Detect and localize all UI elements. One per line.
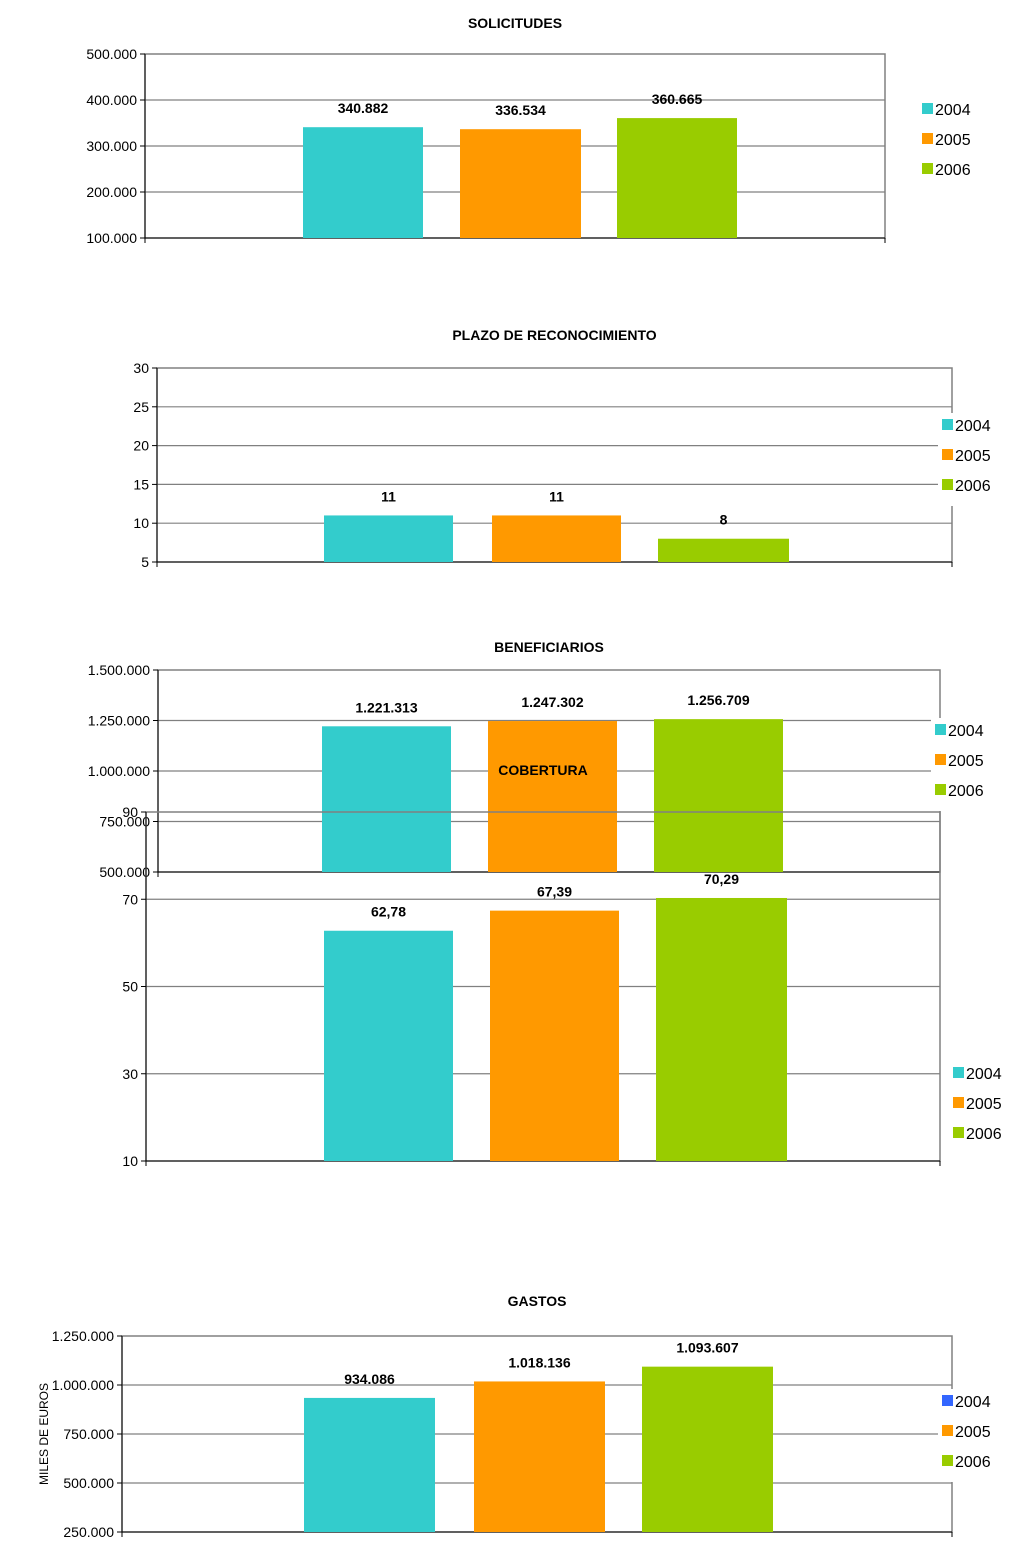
data-label-2004: 1.221.313 [355,699,417,715]
legend-swatch-2006 [942,479,953,490]
y-tick-label: 100.000 [86,230,137,246]
bar-2006 [642,1366,773,1532]
bar-2005 [490,910,619,1161]
y-tick-label: 250.000 [63,1524,114,1540]
y-tick-label: 300.000 [86,138,137,154]
data-label-2006: 360.665 [652,91,703,107]
legend-swatch-2006 [922,163,933,174]
data-label-2006: 1.093.607 [676,1340,738,1356]
legend-label-2006: 2006 [955,1454,991,1471]
bar-2004 [303,127,423,238]
bar-2006 [654,719,783,872]
legend-label-2005: 2005 [966,1096,1002,1113]
data-label-2006: 8 [720,512,728,528]
data-label-2004: 340.882 [338,100,389,116]
y-tick-label: 1.000.000 [88,763,150,779]
y-tick-label: 1.500.000 [88,662,150,678]
data-label-2004: 11 [381,488,396,504]
bar-2005 [460,129,581,238]
legend-label-2005: 2005 [948,753,984,770]
data-label-2006: 70,29 [704,871,739,887]
y-tick-label: 750.000 [99,814,150,830]
data-label-2005: 67,39 [537,884,572,900]
y-tick-label: 5 [141,554,149,570]
data-label-2004: 934.086 [344,1371,395,1387]
legend-swatch-2005 [942,449,953,460]
y-tick-label: 15 [133,476,149,492]
y-tick-label: 750.000 [63,1426,114,1442]
legend-label-2005: 2005 [955,1424,991,1441]
bar-2004 [324,515,453,562]
legend-label-2004: 2004 [948,723,984,740]
bar-2004 [304,1397,435,1532]
y-tick-label: 200.000 [86,184,137,200]
data-label-2005: 1.247.302 [521,694,583,710]
chart-title: BENEFICIARIOS [494,639,604,655]
y-tick-label: 30 [122,1066,138,1082]
legend-swatch-2004 [922,103,933,114]
legend-swatch-2004 [942,1395,953,1406]
data-label-2004: 62,78 [371,904,406,920]
legend-label-2004: 2004 [955,1394,991,1411]
legend-label-2006: 2006 [966,1126,1002,1143]
chart-title: PLAZO DE RECONOCIMIENTO [452,327,656,343]
legend-label-2004: 2004 [955,418,991,435]
data-label-2006: 1.256.709 [687,692,749,708]
y-tick-label: 500.000 [99,864,150,880]
y-tick-label: 500.000 [63,1475,114,1491]
legend-label-2004: 2004 [966,1066,1002,1083]
y-tick-label: 30 [133,360,149,376]
bar-2006 [617,118,737,238]
legend-swatch-2005 [935,754,946,765]
legend-label-2004: 2004 [935,102,971,119]
y-tick-label: 50 [122,979,138,995]
data-label-2005: 336.534 [495,102,546,118]
bar-2006 [658,538,789,562]
y-tick-label: 1.000.000 [52,1377,114,1393]
legend-swatch-2005 [953,1097,964,1108]
y-tick-label: 70 [122,891,138,907]
bar-2004 [322,726,451,872]
legend-swatch-2006 [953,1127,964,1138]
legend-swatch-2006 [935,784,946,795]
chart-title: COBERTURA [498,762,587,778]
bar-2005 [492,515,621,562]
legend-swatch-2004 [942,419,953,430]
legend-label-2005: 2005 [935,132,971,149]
y-tick-label: 90 [122,804,138,820]
y-tick-label: 1.250.000 [88,713,150,729]
data-label-2005: 11 [549,488,564,504]
y-tick-label: 20 [133,438,149,454]
bar-2005 [488,721,617,872]
legend-label-2005: 2005 [955,448,991,465]
legend-label-2006: 2006 [948,783,984,800]
legend-swatch-2006 [942,1455,953,1466]
y-tick-label: 500.000 [86,46,137,62]
legend-swatch-2005 [922,133,933,144]
y-axis-title: MILES DE EUROS [37,1383,51,1485]
bar-2004 [324,930,453,1161]
legend-label-2006: 2006 [955,478,991,495]
y-tick-label: 10 [122,1153,138,1169]
chart-title: GASTOS [508,1293,567,1309]
legend-label-2006: 2006 [935,162,971,179]
bar-2005 [474,1381,605,1532]
y-tick-label: 10 [133,515,149,531]
data-label-2005: 1.018.136 [508,1354,570,1370]
y-tick-label: 1.250.000 [52,1328,114,1344]
legend-swatch-2004 [953,1067,964,1078]
bar-2006 [656,897,787,1161]
y-tick-label: 25 [133,399,149,415]
legend-swatch-2004 [935,724,946,735]
y-tick-label: 400.000 [86,92,137,108]
legend-swatch-2005 [942,1425,953,1436]
chart-title: SOLICITUDES [468,15,562,31]
